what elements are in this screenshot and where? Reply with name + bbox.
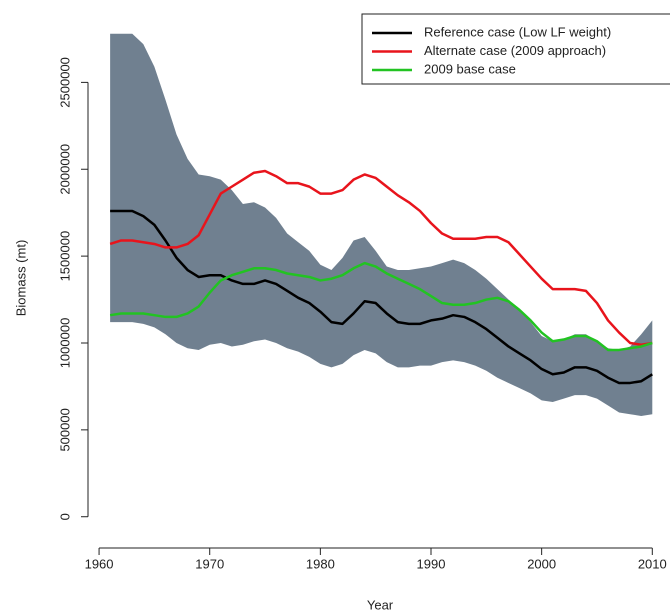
y-tick-label: 0: [57, 513, 72, 520]
series-line: [110, 209, 653, 385]
x-tick-label: 1980: [306, 556, 335, 571]
y-tick-label: 1500000: [57, 231, 72, 282]
y-tick-label: 1000000: [57, 318, 72, 369]
x-tick-label: 1970: [195, 556, 224, 571]
x-tick-label: 1960: [85, 556, 114, 571]
legend-label: Reference case (Low LF weight): [424, 24, 611, 39]
x-axis-label: Year: [367, 597, 394, 612]
series-line: [109, 169, 653, 346]
series-line: [109, 261, 653, 352]
x-tick-label: 2010: [638, 556, 667, 571]
y-tick-label: 500000: [57, 408, 72, 451]
legend-label: 2009 base case: [424, 61, 516, 76]
x-tick-label: 2000: [527, 556, 556, 571]
legend-box: [361, 13, 670, 85]
legend-label: Alternate case (2009 approach): [424, 43, 606, 58]
x-tick-label: 1990: [417, 556, 446, 571]
confidence-band: [110, 33, 653, 416]
y-tick-label: 2000000: [57, 144, 72, 195]
y-axis-label: Biomass (mt): [13, 240, 28, 317]
y-tick-label: 2500000: [57, 57, 72, 108]
